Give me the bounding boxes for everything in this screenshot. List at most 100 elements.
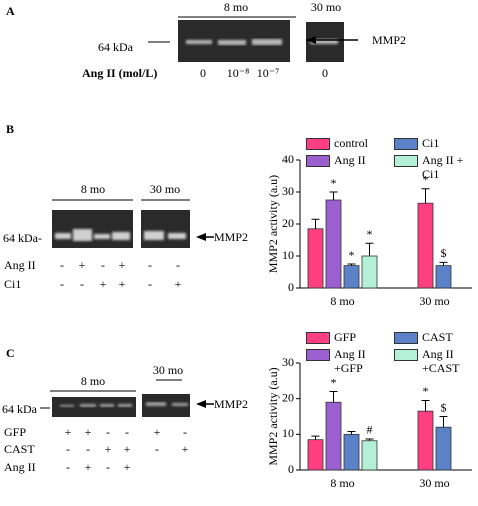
treatment-mark: - <box>125 425 129 439</box>
treatment-mark: - <box>106 425 110 439</box>
bar <box>417 410 434 471</box>
treatment-mark: + <box>85 425 92 439</box>
error-bar <box>421 188 430 204</box>
legend-item: Ang II +GFP <box>306 347 386 375</box>
legend-item: Ang II <box>306 153 386 181</box>
legend-item: Ci1 <box>394 136 474 150</box>
panel-label: C <box>6 346 15 360</box>
arrow-head <box>196 400 206 408</box>
panel-label: A <box>6 4 15 18</box>
group-label: 30 mo <box>150 182 180 196</box>
treatment-mark: + <box>154 425 161 439</box>
annotation: $ <box>441 246 447 260</box>
y-tick-label: 40 <box>282 152 294 166</box>
arrow-head <box>196 233 206 241</box>
treatment-mark: - <box>155 442 159 456</box>
y-tick-label: 0 <box>288 462 294 476</box>
annotation: * <box>423 384 429 398</box>
error-bar <box>311 218 320 229</box>
row-label: GFP <box>4 425 26 439</box>
row-label: Ci1 <box>4 277 21 291</box>
treatment-mark: + <box>124 442 131 456</box>
legend-label: control <box>334 136 368 150</box>
group-label: 30 mo <box>311 0 341 14</box>
dose: 10⁻⁷ <box>257 66 280 80</box>
treatment-mark: + <box>100 277 107 291</box>
gel-bands <box>186 39 338 45</box>
treatment-mark: - <box>66 442 70 456</box>
treatment-mark: - <box>148 277 152 291</box>
group-label: 8 mo <box>224 0 248 14</box>
dose: 0 <box>200 66 206 80</box>
row-label: CAST <box>4 442 35 456</box>
legend-label: Ang II <box>334 153 366 167</box>
treatment-mark: - <box>183 425 187 439</box>
y-tick-label: 20 <box>282 216 294 230</box>
gel <box>52 210 133 248</box>
bar <box>307 228 324 289</box>
y-tick-label: 10 <box>282 426 294 440</box>
band-label: MMP2 <box>372 33 406 47</box>
legend-label: Ci1 <box>422 136 440 150</box>
treatment-mark: - <box>176 258 180 272</box>
treatment-mark: - <box>86 442 90 456</box>
y-tick-label: 10 <box>282 248 294 262</box>
legend-label: GFP <box>334 330 357 344</box>
error-bar <box>439 261 448 266</box>
legend-item: GFP <box>306 330 386 344</box>
annotation: * <box>331 375 337 389</box>
legend: GFP Ang II +GFP CAST Ang II +CAST <box>306 330 474 375</box>
error-bar <box>347 263 356 266</box>
x-tick-label: 30 mo <box>419 476 449 490</box>
legend-swatch <box>394 332 418 344</box>
treatment-mark: - <box>101 258 105 272</box>
bar <box>417 202 434 289</box>
dose: 10⁻⁸ <box>227 66 250 80</box>
bar <box>325 401 342 471</box>
group-label: 30 mo <box>153 363 183 377</box>
error-bar <box>439 416 448 428</box>
x-tick-label: 30 mo <box>419 294 449 308</box>
legend-label: Ang II +GFP <box>334 347 366 375</box>
gel-bands <box>60 402 188 407</box>
treatment-mark: + <box>105 442 112 456</box>
legend-label: CAST <box>422 330 453 344</box>
marker-label: 64 kDa- <box>3 231 42 245</box>
y-tick-label: 30 <box>282 355 294 369</box>
row-label: Ang II (mol/L) <box>82 66 157 80</box>
legend-item: Ang II + Ci1 <box>394 153 474 181</box>
error-bar <box>365 242 374 256</box>
treatment-mark: + <box>119 277 126 291</box>
treatment-mark: + <box>119 258 126 272</box>
bar <box>361 255 378 289</box>
legend-swatch <box>394 349 418 361</box>
y-tick-label: 0 <box>288 280 294 294</box>
annotation: * <box>331 176 337 190</box>
arrow-head <box>306 36 316 44</box>
y-tick-label: 20 <box>282 390 294 404</box>
error-bar <box>347 430 356 435</box>
group-label: 8 mo <box>81 182 105 196</box>
x-tick-label: 8 mo <box>330 476 354 490</box>
panel-label: B <box>6 122 14 136</box>
bar <box>435 265 452 289</box>
bar <box>361 440 378 471</box>
treatment-mark: + <box>124 460 131 474</box>
legend-swatch <box>306 349 330 361</box>
legend-swatch <box>394 138 418 150</box>
treatment-mark: + <box>175 277 182 291</box>
legend-swatch <box>306 138 330 150</box>
error-bar <box>329 191 338 200</box>
bar <box>307 439 324 471</box>
marker-label: 64 kDa <box>2 402 38 416</box>
error-bar <box>329 391 338 403</box>
legend-swatch <box>306 332 330 344</box>
treatment-mark: - <box>60 277 64 291</box>
treatment-mark: + <box>182 442 189 456</box>
treatment-mark: + <box>65 425 72 439</box>
legend-label: Ang II +CAST <box>422 347 460 375</box>
bar <box>435 426 452 471</box>
legend-swatch <box>394 155 418 167</box>
